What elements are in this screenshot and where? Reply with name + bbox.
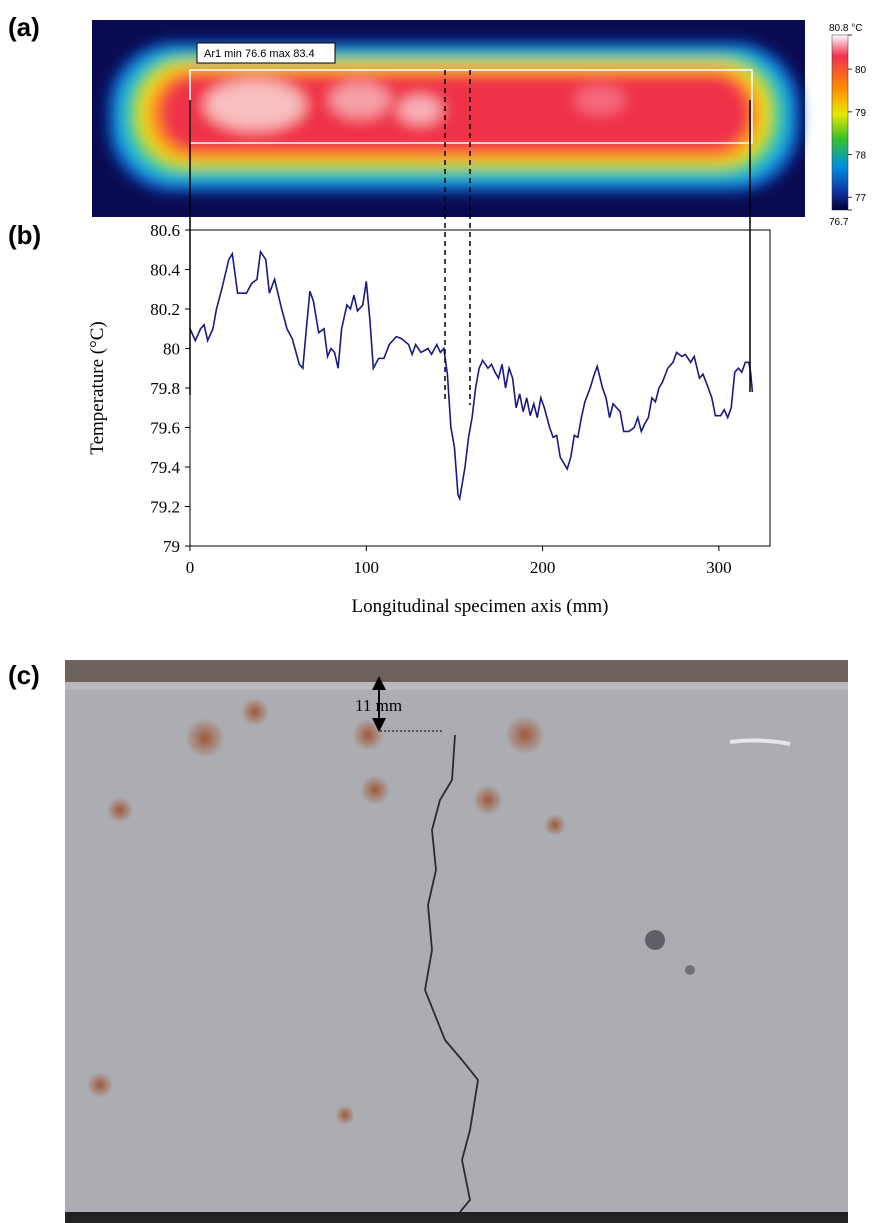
y-tick-label: 80.2 xyxy=(150,300,180,319)
colorbar-label: 80.8 °C xyxy=(829,23,862,34)
x-tick-label: 100 xyxy=(354,558,380,577)
colorbar xyxy=(831,34,849,211)
plot-frame xyxy=(189,229,771,547)
y-tick-label: 79.6 xyxy=(150,419,180,438)
panel-label: (b) xyxy=(8,220,41,250)
roi-label: Ar1 min 76.6 max 83.4 xyxy=(204,48,315,60)
colorbar-label: 78 xyxy=(855,151,867,162)
y-axis-label: Temperature (°C) xyxy=(87,321,108,454)
x-tick-label: 200 xyxy=(530,558,556,577)
colorbar-label: 77 xyxy=(855,193,867,204)
specimen-photo: 11 mm xyxy=(65,660,848,1223)
panel-label: (c) xyxy=(8,660,40,690)
colorbar-label: 79 xyxy=(855,108,867,119)
y-tick-label: 79.8 xyxy=(150,379,180,398)
y-tick-label: 80 xyxy=(163,340,180,359)
x-tick-label: 300 xyxy=(706,558,732,577)
thermal-image: Ar1 min 76.6 max 83.4 xyxy=(92,20,849,217)
x-axis-label: Longitudinal specimen axis (mm) xyxy=(352,596,609,617)
colorbar-ticks: 80.8 °C 80 79 78 77 76.7 xyxy=(829,23,867,228)
colorbar-label: 80 xyxy=(855,65,867,76)
temperature-line xyxy=(189,249,754,502)
y-tick-label: 79.4 xyxy=(150,458,180,477)
y-tick-label: 79.2 xyxy=(150,498,180,517)
y-tick-label: 80.6 xyxy=(150,221,180,240)
panel-label: (a) xyxy=(8,12,40,42)
colorbar-label: 76.7 xyxy=(829,217,849,228)
x-tick-label: 0 xyxy=(186,558,195,577)
connector-lines xyxy=(189,70,751,405)
depth-label: 11 mm xyxy=(355,696,402,715)
y-tick-label: 80.4 xyxy=(150,261,180,280)
y-tick-label: 79 xyxy=(163,537,180,556)
line-chart: 79 79.2 79.4 79.6 79.8 80 80.2 80.4 80.6 0 100 200 3… xyxy=(150,221,754,577)
